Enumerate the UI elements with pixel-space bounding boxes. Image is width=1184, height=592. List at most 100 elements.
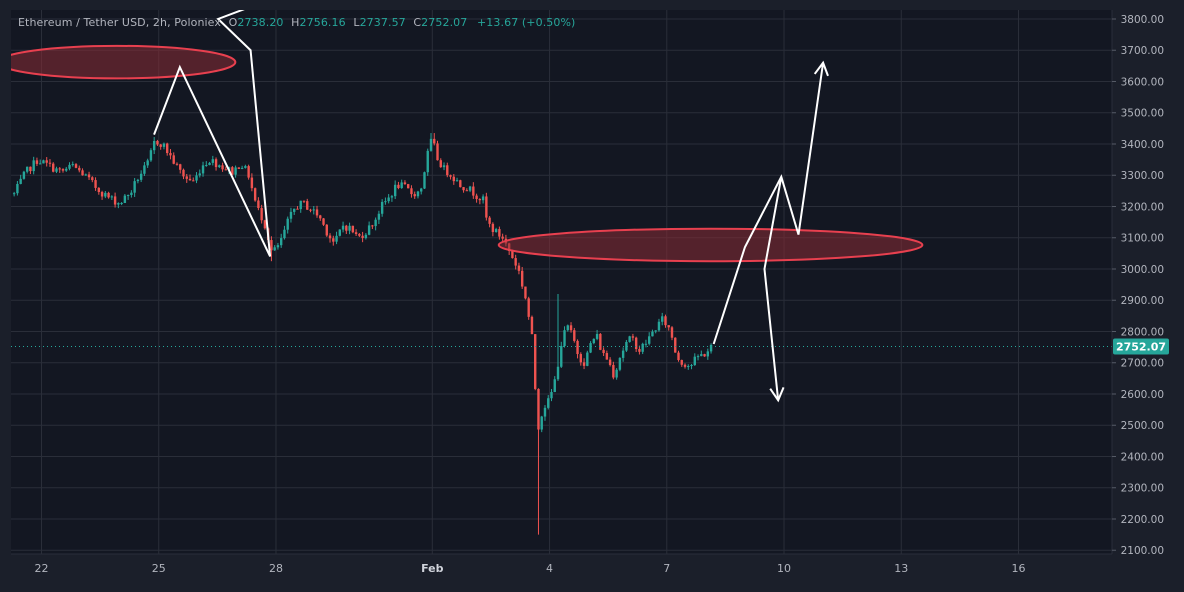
candle-body [120,203,123,205]
candle-body [42,160,45,164]
candle-body [296,208,299,210]
candle-body [621,350,625,358]
candle-body [110,196,114,198]
y-tick-label: 2600.00 [1121,389,1164,401]
candle-body [374,219,377,227]
candle-body [195,175,198,181]
candle-body [25,166,29,172]
candle-body [556,366,560,380]
candle-body [312,209,315,211]
candle-body [172,155,175,164]
y-tick-label: 3300.00 [1121,170,1164,182]
candle-body [393,184,397,197]
candle-body [485,196,488,218]
candle-body [133,181,136,193]
time-axis[interactable]: 22 25 28 Feb 4 7 10 13 16 [35,562,1026,575]
candle-body [543,407,547,417]
open-label: O [228,16,238,29]
x-tick-label: 7 [663,562,670,575]
candle-body [410,188,413,195]
candle-body [185,176,188,179]
candle-body [52,163,55,172]
candle-body [677,352,680,361]
candle-body [364,234,368,239]
high-label: H [291,16,300,29]
candle-body [524,286,527,299]
candle-body [560,345,563,367]
candle-body [498,229,501,237]
candle-body [289,211,293,219]
candle-body [403,182,407,185]
y-tick-label: 3700.00 [1121,45,1164,57]
candle-body [309,209,312,211]
candle-body [680,360,683,365]
candle-body [286,218,289,230]
candle-body [162,143,166,147]
candle-body [175,163,179,165]
candle-body [465,190,469,192]
candle-body [433,138,436,144]
candle-body [273,247,276,251]
candle-body [29,166,32,172]
candle-body [123,195,127,204]
candle-body [351,225,355,233]
plot-area[interactable] [11,10,1112,554]
x-tick-label: 22 [35,562,49,575]
candle-body [104,192,107,197]
candle-body [380,201,384,214]
candle-body [335,235,338,242]
candle-body [517,265,521,271]
candle-body [348,225,351,231]
candle-body [407,184,410,189]
candle-body [358,234,361,236]
candle-body [221,165,224,170]
candle-body [700,354,703,357]
price-axis[interactable]: 3800.00 3700.00 3600.00 3500.00 3400.00 3300.… [1112,14,1164,557]
candle-body [322,218,325,225]
candle-body [573,330,576,341]
candle-body [192,180,195,182]
candle-body [468,186,472,191]
candle-body [436,143,439,161]
x-tick-label: 25 [152,562,166,575]
candle-body [563,330,566,346]
candle-body [654,330,657,332]
candle-body [198,173,201,176]
candle-body [582,362,586,366]
candle-body [579,354,583,363]
candle-body [488,217,491,224]
candle-body [602,349,605,354]
candle-body [16,183,19,194]
candle-body [667,325,670,328]
candle-body [475,195,478,200]
candle-body [442,165,446,168]
candle-body [224,169,228,171]
candle-body [81,170,84,176]
candle-body [426,150,429,173]
change-value: +13.67 (+0.50%) [476,16,576,29]
candle-body [78,167,81,171]
candle-body [390,196,394,198]
candle-body [397,184,400,189]
candle-body [384,201,387,203]
candle-body [35,160,39,164]
candle-body [550,392,553,399]
upper-zone [11,44,237,80]
y-tick-label: 3100.00 [1121,233,1164,245]
candle-body [231,167,234,175]
candle-body [315,209,319,216]
x-tick-label: Feb [421,562,444,575]
candle-body [328,235,332,239]
candle-body [589,343,592,353]
candle-body [188,178,192,181]
grid-layer [11,10,1112,554]
candle-body [68,164,71,169]
candle-body [250,177,254,189]
candle-body [71,164,74,166]
y-tick-label: 2900.00 [1121,295,1164,307]
candle-body [319,215,322,219]
candle-body [647,336,651,344]
candle-body [159,144,162,147]
candle-body [117,203,120,205]
